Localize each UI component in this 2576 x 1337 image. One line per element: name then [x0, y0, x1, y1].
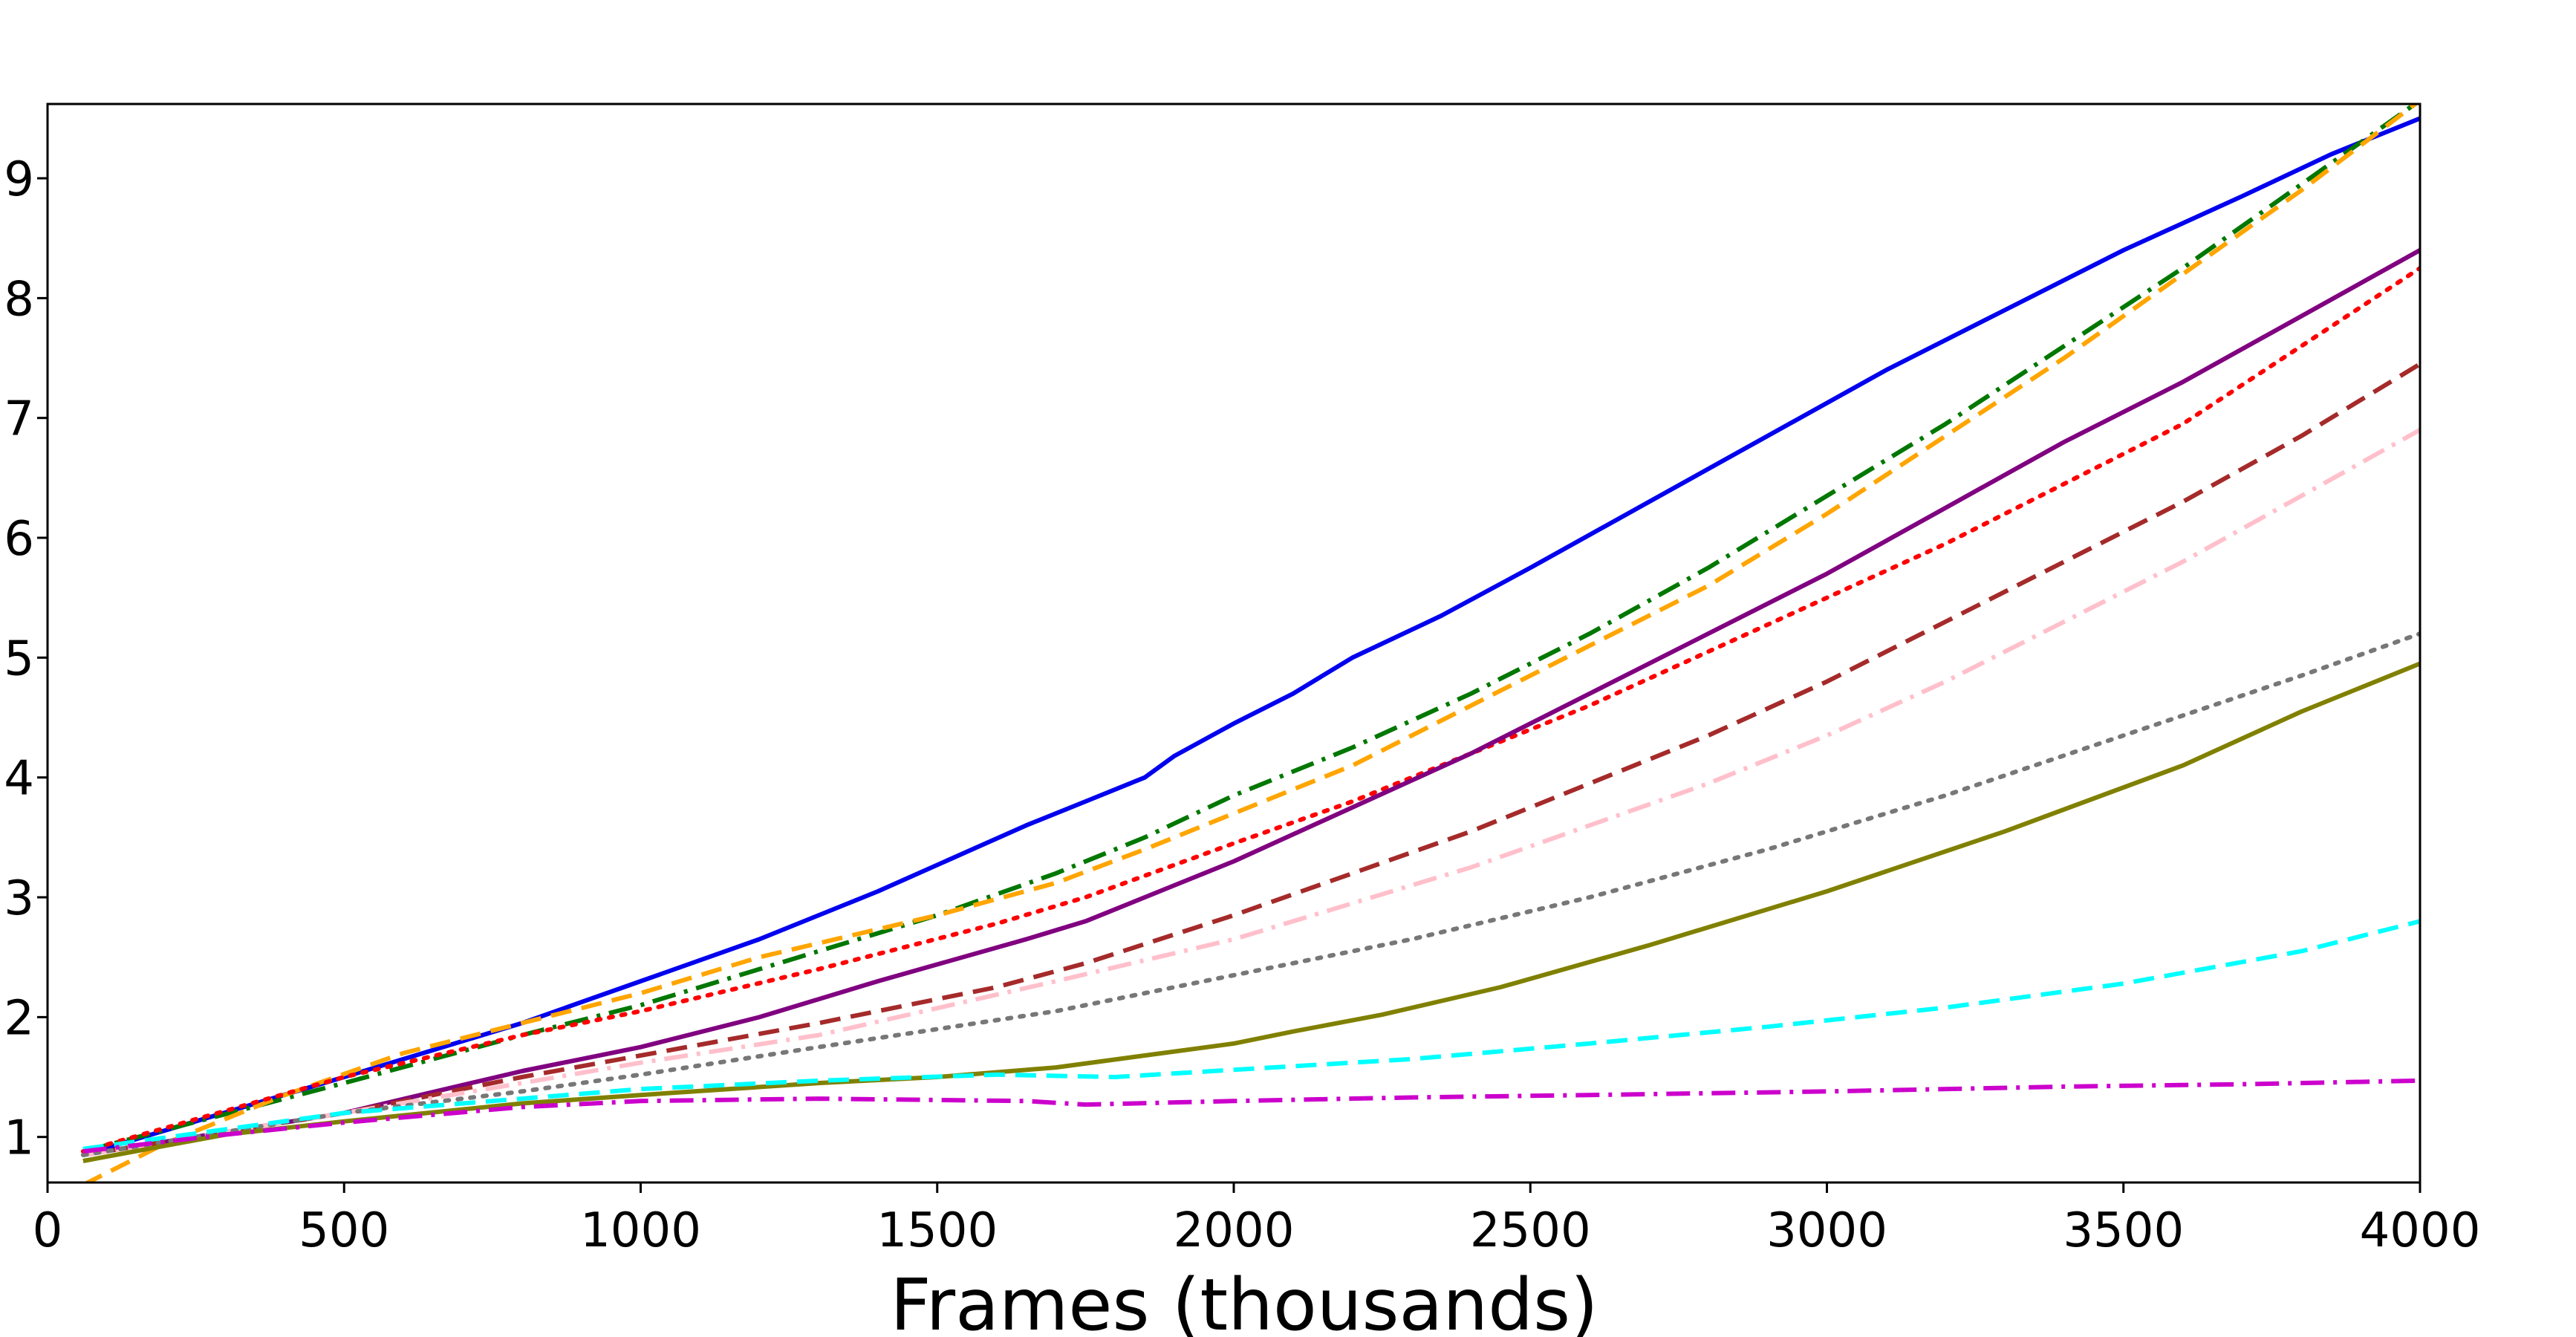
series-line-2	[82, 104, 2419, 1154]
x-tick-label: 2000	[1174, 1203, 1295, 1258]
y-tick-label: 6	[4, 512, 34, 567]
x-axis-title: Frames (thousands)	[890, 1263, 1598, 1337]
series-line-10	[82, 919, 2420, 1151]
series-line-1	[82, 116, 2420, 1157]
series-line-5	[82, 248, 2420, 1157]
y-tick-label: 8	[4, 272, 34, 327]
series-line-7	[82, 428, 2420, 1157]
x-tick-label: 2500	[1470, 1203, 1591, 1258]
axes-layer: 0 500 1000 1500 2000 2500 3000 3500 4000 1 2 3 4 5 6 7 8…	[4, 103, 2481, 1258]
series-line-8	[80, 631, 2420, 1157]
x-tick-label: 1000	[580, 1203, 701, 1258]
y-tick-label: 9	[4, 152, 34, 207]
x-tick-label: 3000	[1766, 1203, 1887, 1258]
series-line-11	[82, 1078, 2420, 1154]
x-tick-label: 500	[299, 1203, 389, 1258]
series-layer	[80, 104, 2420, 1183]
y-tick-label: 4	[4, 752, 34, 807]
series-line-3	[82, 104, 2419, 1183]
x-tick-label: 1500	[876, 1203, 998, 1258]
x-tick-label: 0	[33, 1203, 63, 1258]
plot-frame	[46, 103, 2421, 1184]
series-line-9	[82, 661, 2420, 1163]
y-tick-label: 5	[4, 631, 34, 686]
x-tick-label: 4000	[2360, 1203, 2481, 1258]
series-line-4	[80, 266, 2420, 1154]
x-tick-label: 3500	[2063, 1203, 2184, 1258]
y-tick-label: 3	[4, 871, 34, 926]
series-line-6	[82, 362, 2420, 1157]
y-tick-label: 1	[4, 1111, 34, 1166]
y-tick-label: 2	[4, 991, 34, 1046]
y-tick-label: 7	[4, 392, 34, 447]
